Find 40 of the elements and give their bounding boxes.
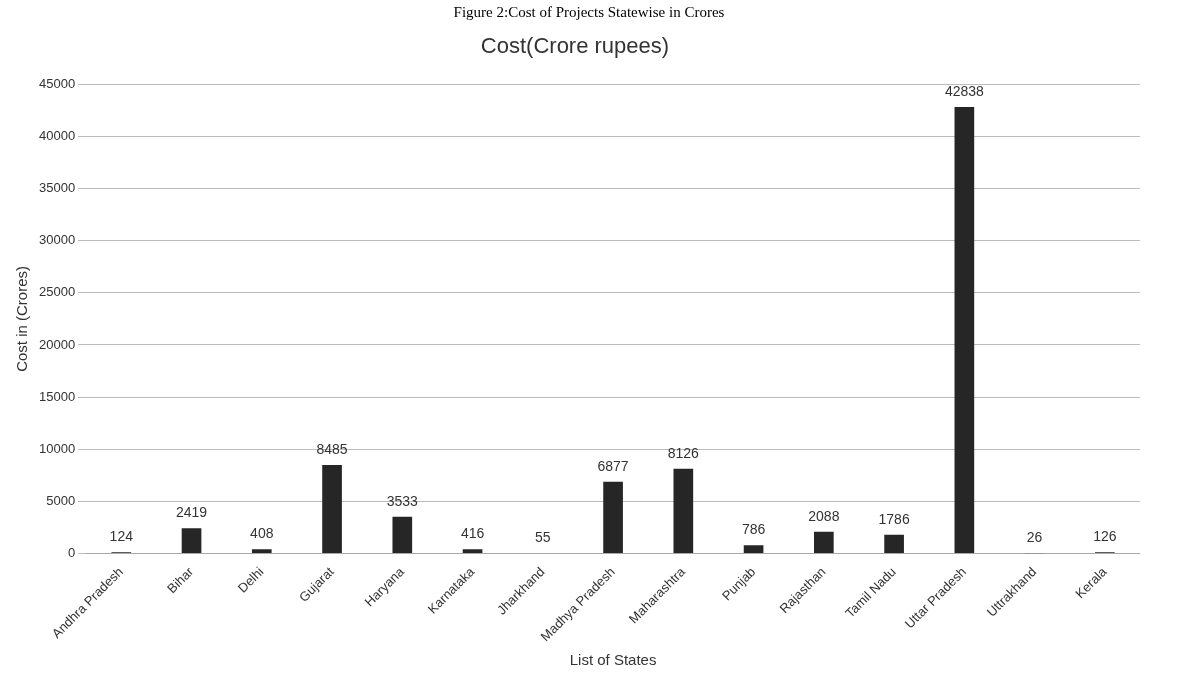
bar [673,468,694,553]
data-label: 3533 [386,492,419,509]
y-tick-label: 35000 [38,180,76,196]
bar [181,528,202,553]
data-label: 8126 [667,444,700,461]
chart-subtitle: Cost(Crore rupees) [480,33,670,59]
data-label: 786 [741,521,766,538]
bar [251,549,272,553]
y-tick-label: 25000 [38,284,76,300]
data-label: 26 [1026,529,1043,546]
y-tick-label: 0 [67,545,76,561]
bar [462,549,483,553]
bar [322,465,342,553]
data-label: 126 [1093,528,1117,545]
bar [392,516,413,553]
data-label: 8485 [316,440,348,457]
data-label: 1786 [878,510,910,527]
y-tick-label: 5000 [46,492,76,508]
data-label: 408 [250,525,274,542]
data-label: 6877 [597,457,629,474]
bar [603,481,623,553]
y-tick-label: 20000 [38,336,76,352]
data-label: 42838 [944,82,985,99]
y-tick-label: 15000 [38,388,76,404]
y-tick-label: 10000 [38,440,76,456]
y-axis-title: Cost in (Crores) [13,266,31,372]
data-label: 416 [460,525,485,541]
data-label: 2088 [808,507,840,524]
bar [814,531,834,553]
y-tick-label: 40000 [38,128,76,144]
data-label: 55 [535,528,551,545]
y-tick-label: 45000 [38,75,76,91]
bar [743,545,764,553]
data-label: 124 [109,528,134,545]
y-tick-label: 30000 [38,232,76,248]
data-label: 2419 [175,504,208,521]
x-axis-title: List of States [569,651,657,669]
bar [954,106,975,553]
bar [884,534,904,553]
chart-title: Figure 2:Cost of Projects Statewise in Crores [452,4,726,22]
